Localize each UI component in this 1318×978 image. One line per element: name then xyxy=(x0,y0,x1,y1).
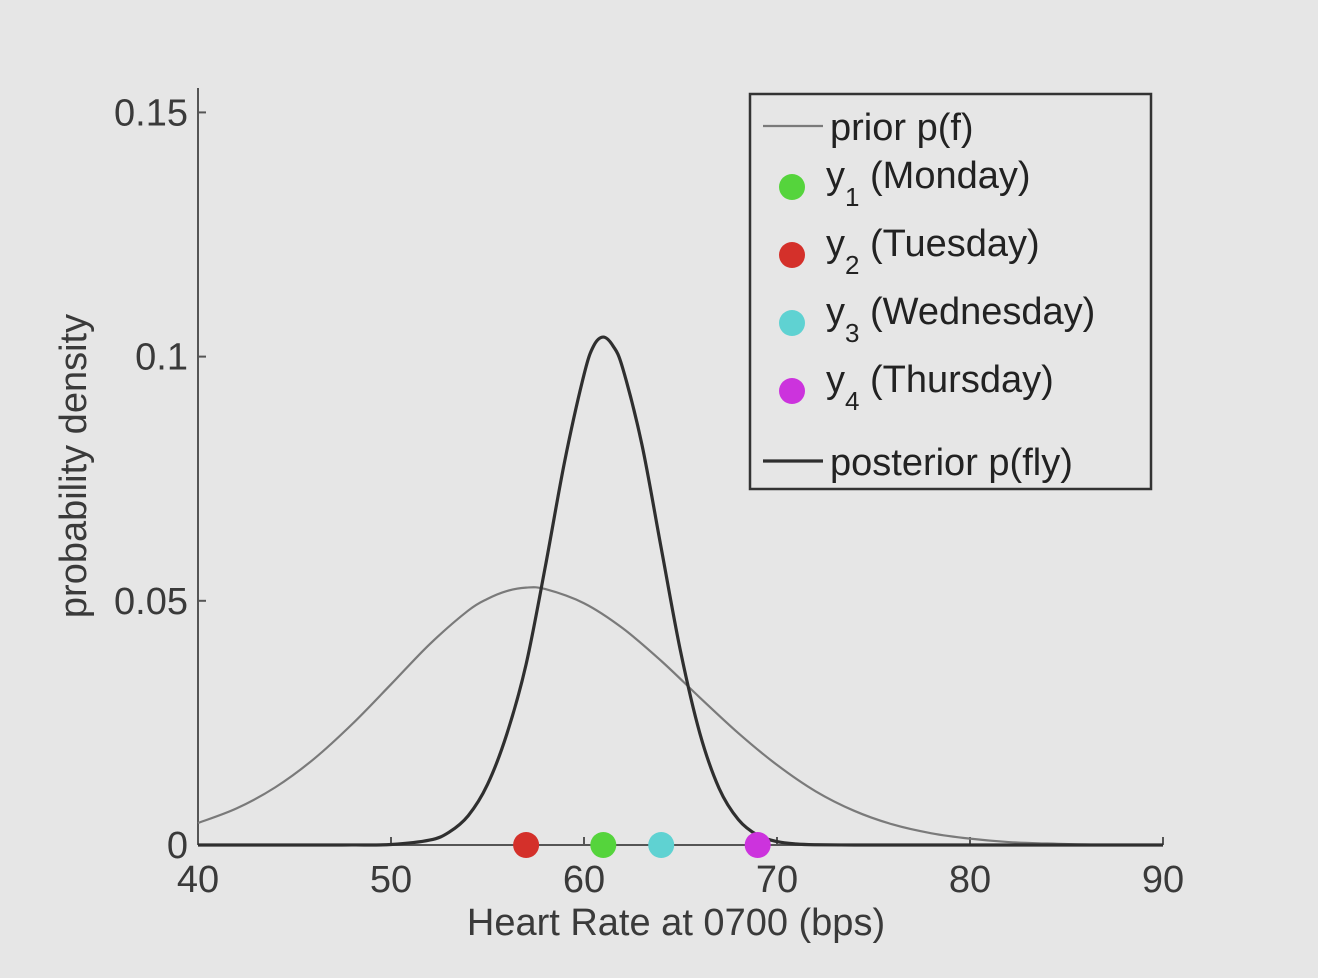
data-point xyxy=(648,832,675,858)
x-tick-label: 70 xyxy=(756,859,798,901)
plot-points xyxy=(513,832,771,858)
legend-point-swatch xyxy=(779,310,805,336)
y-ticks: 0 0.05 0.1 0.15 xyxy=(114,92,206,867)
x-ticks: 40 50 60 70 80 90 xyxy=(177,837,1184,901)
legend: prior p(f) y1 (Monday) y2 (Tuesday) y3 (Wed… xyxy=(748,92,1153,491)
y-tick-label: 0 xyxy=(167,825,188,867)
legend-label: y4 (Thursday) xyxy=(826,359,1054,416)
legend-label: posterior p(fly) xyxy=(830,442,1073,484)
data-point xyxy=(590,832,617,858)
legend-point-swatch xyxy=(779,174,805,200)
x-tick-label: 90 xyxy=(1142,859,1184,901)
x-tick-label: 50 xyxy=(370,859,412,901)
series-line xyxy=(197,586,1164,846)
x-tick-label: 40 xyxy=(177,859,219,901)
data-point xyxy=(744,832,771,858)
legend-label: y1 (Monday) xyxy=(826,155,1031,212)
y-axis-title: probability density xyxy=(53,314,95,618)
legend-point-swatch xyxy=(779,242,805,268)
x-tick-label: 60 xyxy=(563,859,605,901)
y-tick-label: 0.1 xyxy=(135,337,188,379)
plot-lines xyxy=(197,335,1164,847)
y-tick-label: 0.15 xyxy=(114,92,188,134)
x-axis-title: Heart Rate at 0700 (bps) xyxy=(467,902,885,944)
x-tick-label: 80 xyxy=(949,859,991,901)
data-point xyxy=(513,832,540,858)
legend-label: prior p(f) xyxy=(830,107,974,149)
legend-label: y3 (Wednesday) xyxy=(826,291,1095,348)
legend-label: y2 (Tuesday) xyxy=(826,223,1040,280)
y-tick-label: 0.05 xyxy=(114,581,188,623)
series-line xyxy=(197,335,1163,847)
legend-box xyxy=(748,92,1153,491)
legend-entries: prior p(f) y1 (Monday) y2 (Tuesday) y3 (Wed… xyxy=(763,107,1095,484)
legend-point-swatch xyxy=(779,378,805,404)
